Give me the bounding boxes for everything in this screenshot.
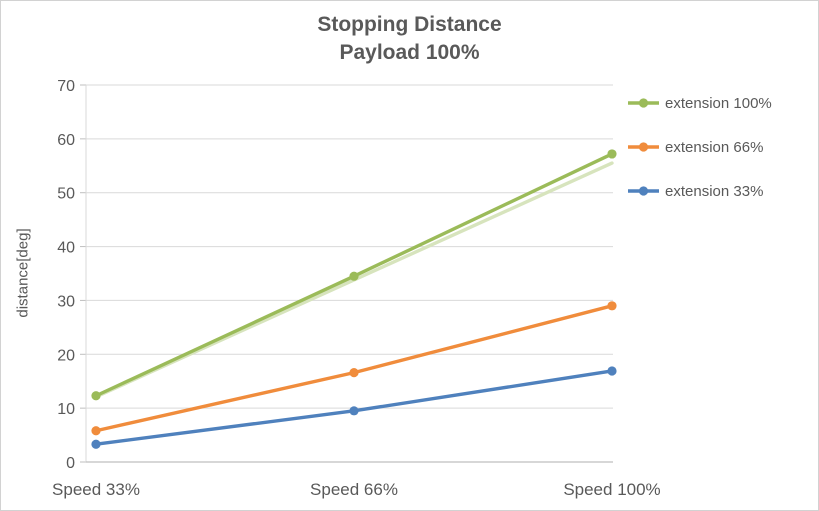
- chart-title: Stopping Distance: [317, 13, 502, 36]
- legend-swatch-marker-extension-66: [638, 142, 649, 152]
- series-marker-extension-33: [91, 439, 101, 449]
- y-tick-label: 70: [57, 78, 75, 95]
- y-tick-label: 40: [57, 240, 75, 257]
- y-tick-label: 50: [57, 186, 75, 203]
- series-marker-extension-66: [607, 301, 617, 311]
- series-marker-extension-33: [349, 406, 359, 416]
- series-marker-extension-100: [607, 149, 617, 159]
- series-marker-extension-66: [91, 426, 101, 436]
- series-marker-extension-100: [349, 271, 359, 281]
- y-tick-label: 20: [57, 347, 75, 364]
- x-tick-label: Speed 100%: [563, 480, 660, 499]
- y-tick-label: 10: [57, 401, 75, 418]
- chart-title-block: Stopping Distance Payload 100%: [1, 11, 818, 68]
- series-marker-extension-66: [349, 367, 359, 378]
- y-tick-label: 30: [57, 293, 75, 310]
- legend-swatch-marker-extension-100: [638, 98, 649, 108]
- legend-label-extension-66: extension 66%: [665, 139, 763, 156]
- legend-swatch-marker-extension-33: [638, 186, 649, 196]
- series-marker-extension-100: [91, 391, 101, 401]
- series-marker-extension-33: [607, 366, 617, 376]
- chart-subtitle: Payload 100%: [339, 41, 480, 65]
- legend-label-extension-33: extension 33%: [665, 183, 763, 200]
- y-tick-label: 0: [66, 455, 75, 472]
- legend-label-extension-100: extension 100%: [665, 95, 772, 112]
- x-tick-label: Speed 33%: [52, 480, 140, 499]
- x-tick-label: Speed 66%: [310, 480, 398, 499]
- y-tick-label: 60: [57, 132, 75, 149]
